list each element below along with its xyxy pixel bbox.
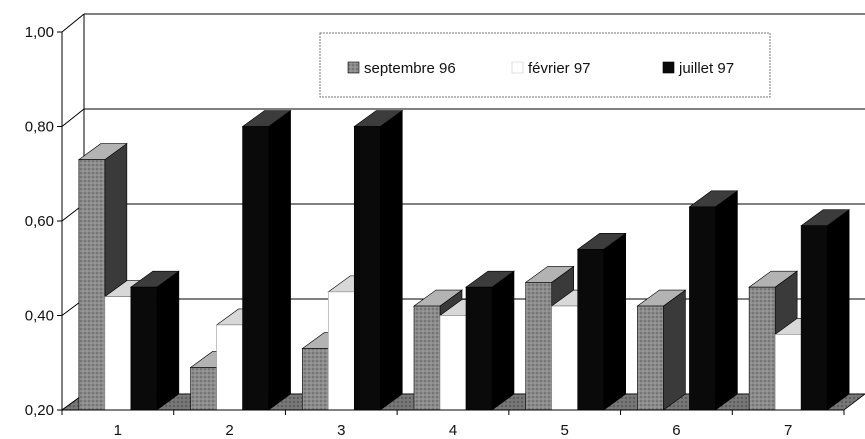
- legend-swatch: [347, 61, 360, 74]
- legend-box: [319, 32, 771, 98]
- y-axis: 0,20 0,40 0,60 0,80 1,00: [25, 24, 62, 419]
- x-tick-label: 1: [114, 422, 122, 439]
- y-tick-label: 1,00: [25, 24, 54, 41]
- bar-side: [603, 232, 627, 411]
- bar-front: [130, 286, 158, 411]
- bar: [241, 109, 292, 411]
- legend: septembre 96 février 97 juillet 97: [319, 32, 771, 98]
- bar-front: [78, 159, 106, 411]
- bar: [465, 270, 515, 411]
- bar-front: [301, 348, 329, 411]
- y-tick-label: 0,80: [25, 119, 54, 136]
- legend-item: juillet 97: [662, 60, 734, 77]
- x-tick-label: 5: [561, 422, 569, 439]
- bar-front: [327, 291, 355, 411]
- bar-side: [379, 109, 403, 411]
- legend-swatch: [511, 61, 524, 74]
- x-tick-label: 2: [225, 422, 233, 439]
- bar: [688, 190, 739, 411]
- bar-front: [216, 324, 243, 411]
- x-axis: 1 2 3 4 5 6 7: [61, 409, 845, 439]
- legend-label: septembre 96: [364, 60, 456, 77]
- bar: [800, 209, 851, 411]
- x-tick-label: 7: [784, 422, 792, 439]
- y-tick-label: 0,20: [25, 402, 54, 419]
- bar-front: [190, 367, 217, 411]
- bar-front: [104, 296, 132, 411]
- bar: [576, 232, 627, 411]
- bar-front: [439, 315, 467, 411]
- y-tick-label: 0,60: [25, 213, 54, 230]
- gridline-diagonal: [61, 108, 85, 127]
- bars: [77, 109, 851, 411]
- bar-front: [577, 249, 605, 411]
- legend-label: février 97: [528, 60, 591, 77]
- legend-swatch: [662, 61, 675, 74]
- bar: [636, 289, 687, 411]
- bar: [129, 270, 180, 411]
- bar-front: [637, 305, 664, 411]
- legend-item: septembre 96: [347, 60, 456, 77]
- bar: [353, 109, 404, 411]
- bar-front: [800, 225, 828, 411]
- legend-item: février 97: [511, 60, 591, 77]
- bar-front: [353, 126, 381, 411]
- y-tick-label: 0,40: [25, 308, 54, 325]
- gridline-diagonal: [61, 13, 85, 33]
- bar-front: [465, 286, 493, 411]
- x-tick-label: 3: [337, 422, 345, 439]
- bar-front: [748, 286, 776, 411]
- bar-side: [663, 289, 686, 411]
- bar-front: [774, 334, 802, 411]
- legend-label: juillet 97: [678, 60, 734, 77]
- bar-front: [551, 305, 579, 411]
- bar-side: [156, 270, 180, 411]
- bar-side: [715, 190, 738, 411]
- bar-front: [242, 126, 269, 411]
- bar-front: [413, 305, 441, 411]
- x-tick-label: 6: [672, 422, 680, 439]
- bar-front: [525, 282, 553, 411]
- bar-front: [689, 206, 716, 411]
- bar-side: [491, 270, 515, 411]
- bar-side: [268, 109, 291, 411]
- x-tick-label: 4: [449, 422, 457, 439]
- bar-side: [826, 209, 850, 411]
